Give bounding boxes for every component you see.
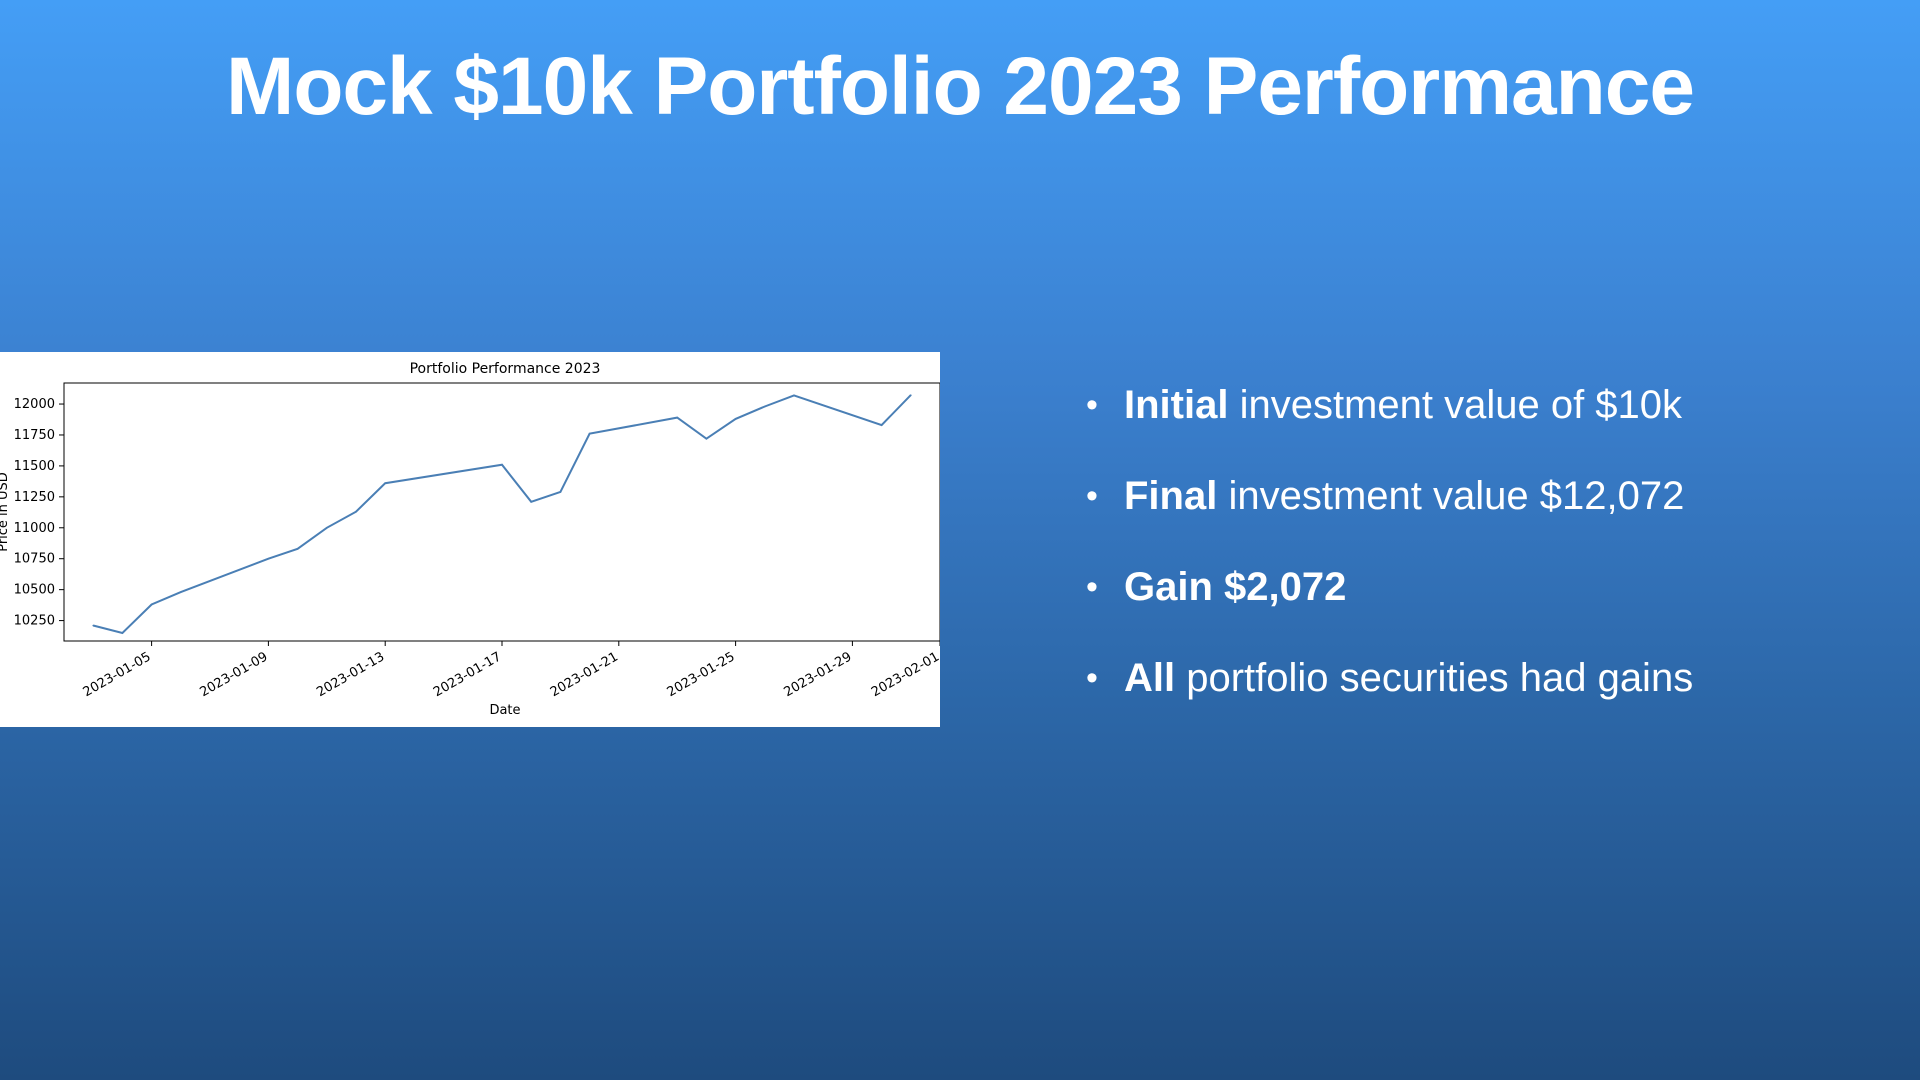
y-tick-label: 10500 <box>14 583 55 598</box>
x-tick-label: 2023-01-05 <box>81 649 154 700</box>
data-point <box>267 557 270 560</box>
chart-title: Portfolio Performance 2023 <box>410 361 601 377</box>
x-tick-label: 2023-01-25 <box>665 649 738 700</box>
y-tick-label: 12000 <box>14 397 55 412</box>
data-point <box>384 482 387 485</box>
data-point <box>180 591 182 593</box>
bullet-item-initial: • Initial investment value of $10k <box>1086 383 1683 427</box>
data-point <box>793 394 795 397</box>
bullet-bold-text: Initial <box>1124 383 1229 427</box>
bullet-item-gain: • Gain $2,072 <box>1086 565 1347 609</box>
bullet-text: portfolio securities had gains <box>1175 656 1694 700</box>
x-tick-label: 2023-01-09 <box>197 649 270 700</box>
plot-area-frame <box>63 382 940 642</box>
x-tick-label: 2023-01-29 <box>781 649 854 700</box>
y-tick-label: 11250 <box>14 490 55 505</box>
x-tick-label: 2023-02-01 <box>869 649 940 700</box>
y-tick-label: 11750 <box>14 428 55 443</box>
data-point <box>150 603 153 606</box>
y-tick-label: 11000 <box>14 521 55 536</box>
data-point <box>530 500 532 503</box>
bullet-text: investment value of $10k <box>1228 383 1683 427</box>
x-tick-label: 2023-01-13 <box>314 649 387 700</box>
bullet-item-final: • Final investment value $12,072 <box>1086 474 1685 518</box>
data-point <box>676 416 678 419</box>
x-axis: 2023-01-05 2023-01-09 2023-01-13 2023-01-17… <box>81 641 940 700</box>
x-tick-label: 2023-01-21 <box>548 649 621 700</box>
series-points <box>92 394 912 634</box>
data-point <box>326 526 328 529</box>
data-point <box>121 632 124 634</box>
data-point <box>764 405 766 408</box>
bullet-bold-text: Final <box>1124 474 1218 518</box>
bullet-list: • Initial investment value of $10k • Final… <box>1080 375 1900 739</box>
data-point <box>92 624 94 627</box>
slide-title: Mock $10k Portfolio 2023 Performance <box>226 41 1695 132</box>
data-point <box>734 418 737 420</box>
y-tick-label: 11500 <box>14 459 55 474</box>
data-point <box>910 394 912 396</box>
bullet-bold-text: All <box>1124 656 1176 700</box>
data-point <box>501 463 503 466</box>
y-axis: 10250 10500 10750 11000 11250 11500 11750 12000 <box>14 397 64 629</box>
y-tick-label: 10750 <box>14 552 55 567</box>
chart-panel: Portfolio Performance 2023 10250 10500 107… <box>0 352 940 727</box>
data-point <box>588 432 591 435</box>
bullet-item-all: • All portfolio securities had gains <box>1086 656 1694 700</box>
bullet-text: investment value $12,072 <box>1217 474 1685 518</box>
x-tick-label: 2023-01-17 <box>431 649 504 700</box>
data-point <box>296 548 299 550</box>
data-point <box>705 437 708 440</box>
y-tick-label: 10250 <box>14 614 55 629</box>
x-axis-label: Date <box>489 703 520 718</box>
data-point <box>880 424 883 426</box>
data-point <box>559 491 562 493</box>
portfolio-series-line <box>92 394 912 635</box>
line-chart: Portfolio Performance 2023 10250 10500 107… <box>0 361 940 718</box>
data-point <box>355 510 357 513</box>
y-axis-label: Price in USD <box>0 472 11 552</box>
bullet-bold-text: Gain $2,072 <box>1124 565 1347 609</box>
